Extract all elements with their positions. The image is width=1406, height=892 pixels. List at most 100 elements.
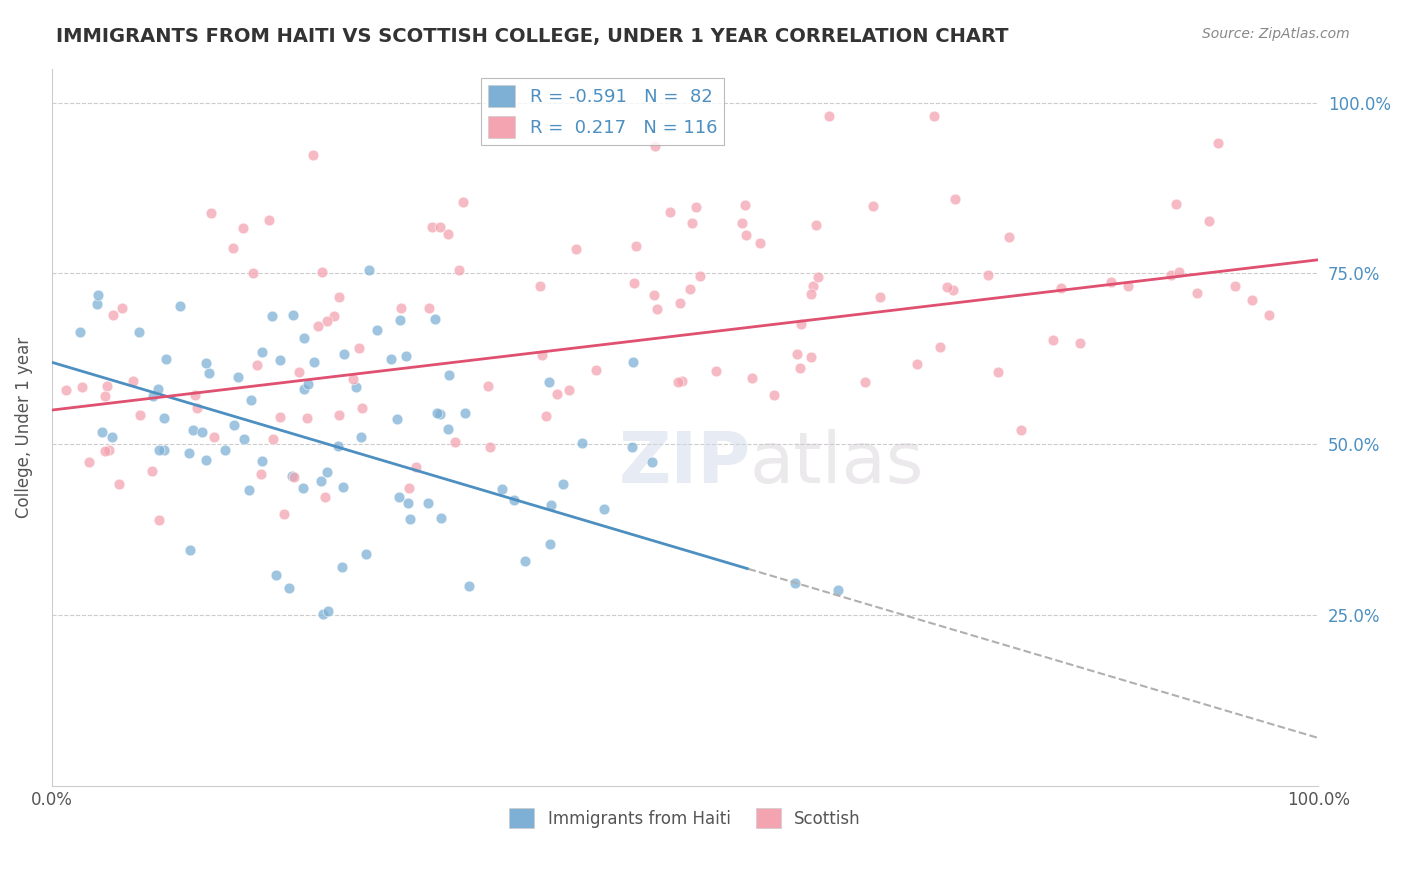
Point [250, 345, 273, 359]
Point [546, 386, 568, 401]
Point [513, 554, 536, 568]
Point [91, 425, 114, 439]
Point [704, 364, 727, 378]
Point [101, 309, 124, 323]
Point [503, 493, 526, 508]
Point [366, 323, 388, 337]
Point [200, 205, 222, 219]
Point [169, 299, 191, 313]
Point [799, 287, 821, 301]
Point [405, 459, 427, 474]
Point [302, 355, 325, 369]
Point [643, 288, 665, 302]
Point [420, 220, 443, 235]
Point [252, 454, 274, 468]
Point [734, 198, 756, 212]
Point [86, 297, 108, 311]
Point [783, 576, 806, 591]
Point [257, 213, 280, 227]
Point [108, 476, 131, 491]
Point [96, 379, 118, 393]
Point [1050, 281, 1073, 295]
Point [153, 443, 176, 458]
Point [558, 383, 581, 397]
Point [800, 351, 823, 365]
Point [307, 318, 329, 333]
Point [328, 408, 350, 422]
Point [426, 406, 449, 420]
Point [389, 301, 412, 315]
Point [789, 361, 811, 376]
Point [1099, 275, 1122, 289]
Point [621, 354, 644, 368]
Point [943, 192, 966, 206]
Point [79, 455, 101, 469]
Point [197, 366, 219, 380]
Point [242, 266, 264, 280]
Point [593, 502, 616, 516]
Point [534, 409, 557, 424]
Point [429, 219, 451, 234]
Point [681, 216, 703, 230]
Point [1168, 265, 1191, 279]
Point [624, 239, 647, 253]
Point [214, 442, 236, 457]
Point [146, 382, 169, 396]
Point [529, 278, 551, 293]
Point [477, 378, 499, 392]
Point [55, 384, 77, 398]
Point [553, 477, 575, 491]
Point [86, 288, 108, 302]
Point [287, 365, 309, 379]
Point [731, 216, 754, 230]
Point [418, 301, 440, 315]
Point [385, 412, 408, 426]
Text: atlas: atlas [749, 428, 924, 498]
Point [281, 469, 304, 483]
Point [311, 265, 333, 279]
Point [454, 406, 477, 420]
Point [277, 581, 299, 595]
Point [128, 325, 150, 339]
Point [571, 436, 593, 450]
Point [122, 374, 145, 388]
Point [283, 470, 305, 484]
Point [671, 374, 693, 388]
Point [94, 389, 117, 403]
Point [316, 314, 339, 328]
Point [186, 401, 208, 415]
Point [179, 543, 201, 558]
Point [437, 368, 460, 382]
Point [658, 204, 681, 219]
Point [291, 481, 314, 495]
Point [388, 313, 411, 327]
Point [295, 411, 318, 425]
Point [262, 432, 284, 446]
Point [292, 382, 315, 396]
Point [350, 401, 373, 416]
Point [191, 425, 214, 439]
Point [148, 513, 170, 527]
Point [786, 347, 808, 361]
Point [316, 604, 339, 618]
Point [1069, 335, 1091, 350]
Legend: Immigrants from Haiti, Scottish: Immigrants from Haiti, Scottish [503, 801, 868, 835]
Point [266, 568, 288, 582]
Point [250, 467, 273, 481]
Point [328, 439, 350, 453]
Point [679, 282, 702, 296]
Point [790, 318, 813, 332]
Point [1042, 334, 1064, 348]
Point [98, 442, 121, 457]
Point [449, 263, 471, 277]
Point [354, 547, 377, 561]
Point [233, 432, 256, 446]
Point [458, 579, 481, 593]
Point [177, 446, 200, 460]
Point [538, 536, 561, 550]
Point [273, 508, 295, 522]
Point [269, 353, 291, 368]
Point [1116, 279, 1139, 293]
Point [1240, 293, 1263, 307]
Point [444, 434, 467, 449]
